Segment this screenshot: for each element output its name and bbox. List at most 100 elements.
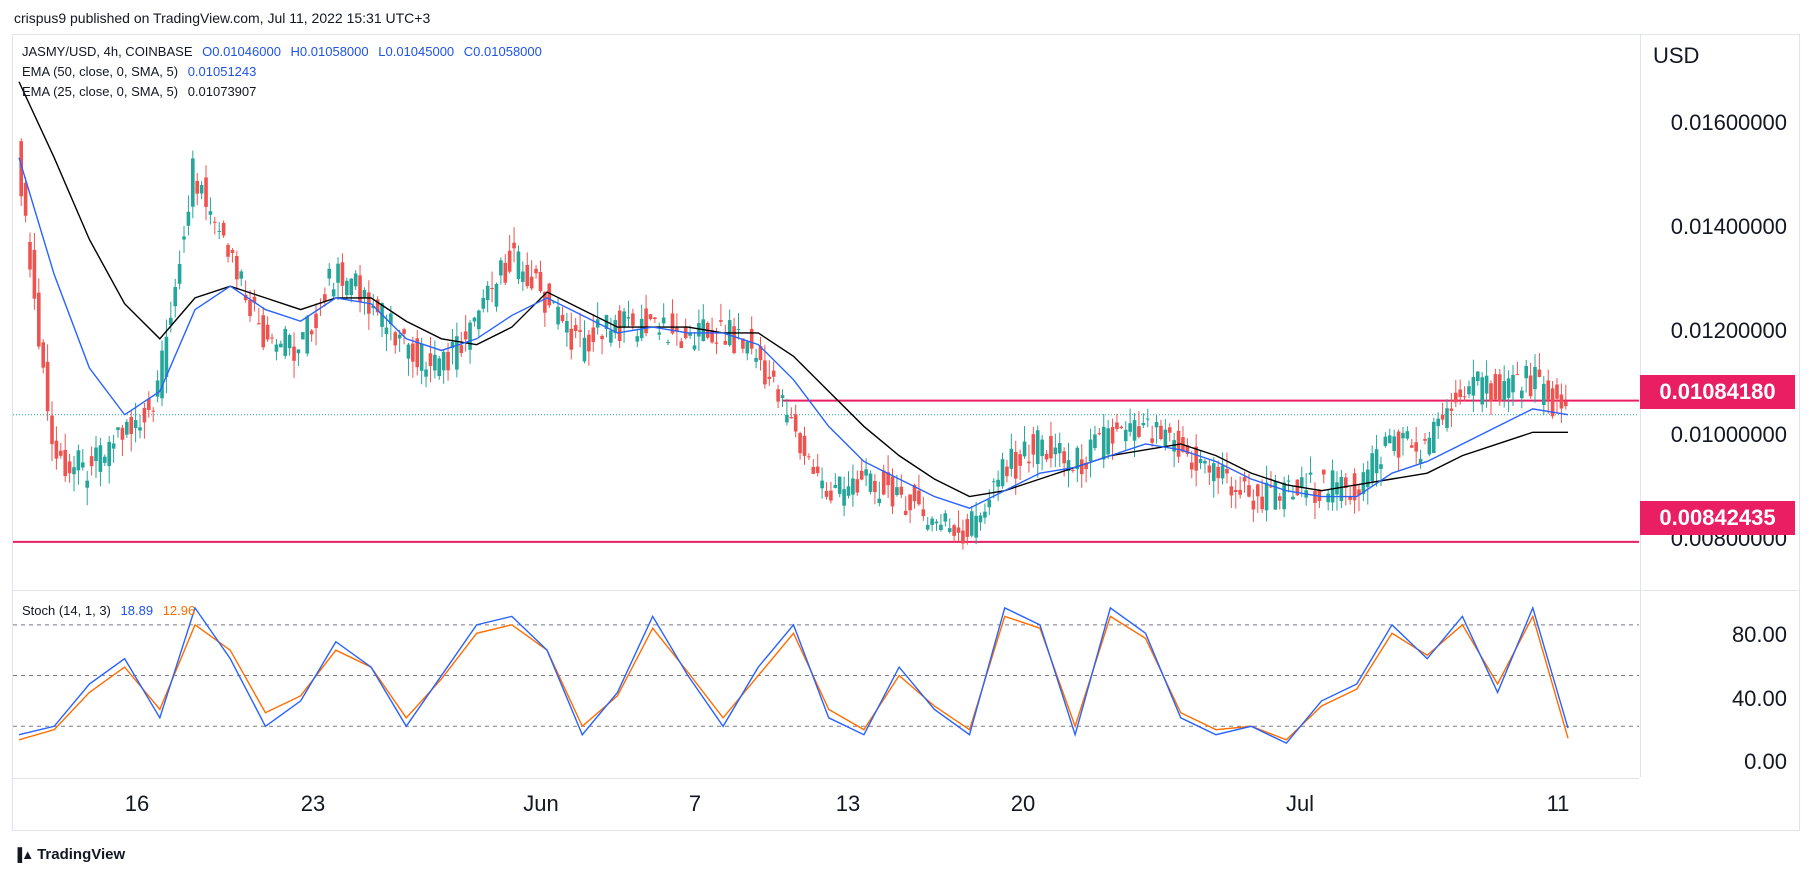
candle-down [1409,445,1414,448]
stoch-tick: 0.00 [1744,749,1787,774]
candle-down [261,315,266,348]
candle-down [1233,489,1238,493]
candle-down [798,433,802,454]
candle-down [120,427,125,440]
currency-label[interactable]: USD [1653,43,1700,68]
ema25-legend-row: EMA (25, close, 0, SMA, 5) 0.01073907 [22,82,548,102]
candle-up [551,301,556,303]
candle-up [1101,426,1106,460]
candle-up [1040,439,1044,456]
candle-up [1541,383,1546,405]
candle-up [138,427,142,431]
chart-frame [12,34,1800,831]
candle-down [617,310,622,342]
candle-up [688,333,692,336]
candle-down [873,480,877,493]
candle-down [881,470,886,495]
candle-down [1242,477,1247,482]
candle-up [934,521,939,524]
price-tick: 0.01000000 [1670,422,1787,447]
candle-up [477,310,481,330]
candle-down [1321,469,1326,475]
candle-down [741,338,745,349]
candle-down [1348,496,1352,500]
candle-down [1071,470,1075,472]
candle-down [793,414,798,432]
candle-up [327,268,332,279]
pane-separator[interactable] [13,590,1799,591]
candle-up [1519,390,1524,399]
candle-down [428,353,433,366]
candle-up [1427,437,1432,455]
candle-up [635,336,640,342]
candle-down [1559,394,1564,409]
stochastic-chart-svg[interactable] [13,591,1639,777]
candle-up [983,511,987,518]
candle-up [186,211,191,226]
candle-up [455,336,459,370]
candle-down [679,341,684,349]
candle-down [1044,453,1049,460]
candle-down [1251,500,1256,510]
candle-up [925,524,930,530]
candle-up [433,354,437,371]
candle-down [1462,396,1467,398]
candle-down [644,308,648,334]
candle-down [767,376,772,380]
time-tick: Jul [1285,791,1315,816]
candle-down [393,332,398,346]
candle-up [239,271,244,279]
candle-down [569,328,574,350]
candle-down [1194,446,1198,471]
candle-up [987,499,992,508]
candle-down [952,525,956,536]
candle-up [1365,469,1370,488]
candle-down [1555,384,1559,399]
candle-up [155,380,160,397]
symbol-legend-row: JASMY/USD, 4h, COINBASE O0.01046000 H0.0… [22,42,548,62]
symbol-label[interactable]: JASMY/USD, 4h, COINBASE [22,44,193,59]
candle-up [98,445,103,472]
candle-down [195,180,200,194]
candle-up [1502,381,1506,400]
candle-up [1445,408,1449,428]
price-chart-svg[interactable] [13,35,1639,590]
candle-up [472,317,477,322]
candle-up [94,447,98,461]
candle-up [494,283,499,307]
price-pane[interactable] [13,35,1639,590]
candle-down [50,415,54,445]
candle-up [930,518,934,525]
candle-down [1189,462,1194,470]
candle-down [1414,442,1418,452]
candle-down [503,262,508,283]
resistance-price-tag: 0.01084180 [1640,375,1795,409]
ema50-label[interactable]: EMA (50, close, 0, SMA, 5) [22,64,179,79]
tradingview-logo-text: TradingView [37,846,126,863]
tradingview-logo[interactable]: ▐▲ TradingView [13,846,125,863]
candle-up [1383,436,1388,446]
candle-down [292,346,296,361]
candle-down [358,275,362,303]
candle-down [961,530,965,544]
stochastic-pane[interactable] [13,591,1639,777]
candle-up [160,350,164,399]
stoch-label[interactable]: Stoch (14, 1, 3) [22,603,111,618]
candle-down [1537,369,1542,377]
candle-down [1423,438,1427,441]
candle-up [1066,460,1071,472]
ema25-label[interactable]: EMA (25, close, 0, SMA, 5) [22,84,179,99]
price-axis[interactable]: USD 0.01600000 0.01400000 0.01200000 0.0… [1640,35,1801,777]
candle-down [1084,462,1088,470]
price-legend: JASMY/USD, 4h, COINBASE O0.01046000 H0.0… [22,42,548,102]
time-axis[interactable]: 16 23 Jun 7 13 20 Jul 11 [13,778,1639,831]
candle-up [661,317,666,324]
candle-up [1145,418,1150,420]
candle-down [1150,438,1154,443]
stoch-tick: 40.00 [1731,686,1787,711]
candle-down [824,490,829,497]
candle-down [1062,451,1066,464]
candle-up [349,278,354,296]
candle-up [81,462,85,468]
candle-up [1009,448,1014,469]
